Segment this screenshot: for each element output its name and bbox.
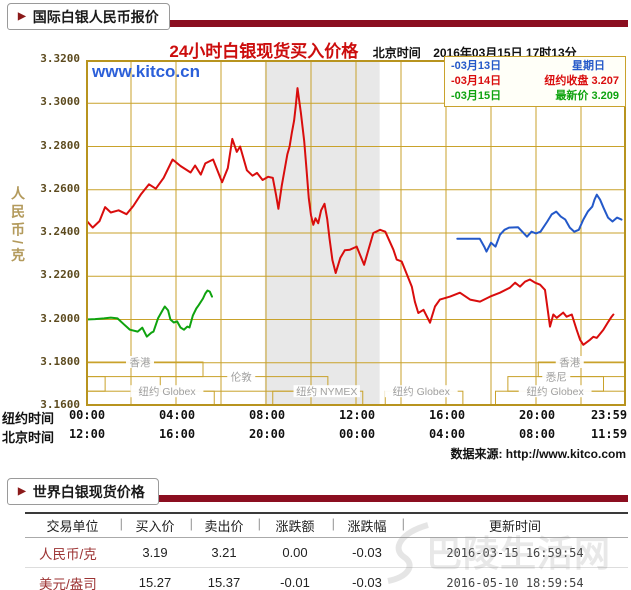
y-tick-label: 3.1600 (40, 398, 80, 411)
session-label: 香港 (559, 357, 580, 369)
tab-world-silver-spot[interactable]: ▶ 世界白银现货价格 (7, 478, 159, 505)
x-tick-label: 00:00 (338, 427, 376, 441)
tab-international-silver-rmb[interactable]: ▶ 国际白银人民币报价 (7, 3, 170, 30)
x-tick-label: 08:00 (518, 427, 556, 441)
session-label: 纽约 Globex (138, 385, 196, 398)
legend-row: -03月13日 星期日 (451, 59, 619, 74)
update-time-cell: 2016-03-15 16:59:54 (402, 537, 628, 568)
session-label-bg (542, 370, 571, 383)
value-cell: -0.03 (332, 567, 402, 590)
tab-label: 世界白银现货价格 (32, 483, 145, 500)
session-label: 纽约 Globex (393, 385, 451, 398)
y-tick-label: 3.3200 (40, 52, 80, 65)
table-header-cell: 更新时间 (402, 512, 628, 538)
legend-desc: 纽约收盘 3.207 (544, 75, 619, 87)
data-source-note: 数据来源: http://www.kitco.com (450, 447, 626, 461)
x-tick-label: 00:00 (68, 408, 106, 422)
spot-price-table: 交易单位买入价卖出价涨跌额涨跌幅更新时间 人民币/克3.193.210.00-0… (25, 512, 628, 590)
session-label-bg (126, 356, 154, 368)
value-cell: -0.01 (258, 567, 332, 590)
y-tick-label: 3.2200 (40, 268, 80, 282)
table-header-cell: 卖出价 (190, 512, 261, 538)
value-cell: 15.27 (120, 567, 190, 590)
table-row: 美元/盎司 15.27 15.37 -0.01 -0.03 2016-05-10 18:5… (25, 567, 628, 590)
y-tick-label: 3.3000 (40, 95, 80, 109)
legend-desc: 星期日 (572, 60, 605, 72)
chart-time-label: 北京时间 (372, 46, 421, 60)
session-label-bg (227, 370, 256, 383)
session-box (86, 376, 106, 392)
chart-title: 24小时白银现货买入价格 (169, 42, 359, 61)
session-label: 悉尼 (546, 372, 567, 384)
session-label: 纽约 NYMEX (296, 385, 357, 398)
session-label-bg (555, 356, 584, 368)
tab-arrow-icon: ▶ (18, 485, 26, 497)
x-tick-label: 04:00 (428, 427, 466, 441)
legend-row: -03月14日 纽约收盘 3.207 (451, 74, 619, 89)
kitco-watermark: www.kitco.cn (92, 62, 201, 81)
x-tick-label: 16:00 (158, 427, 196, 441)
section-divider-bar-2 (159, 495, 628, 502)
session-label: 香港 (130, 357, 151, 369)
tab-label: 国际白银人民币报价 (32, 8, 159, 25)
session-label: 伦敦 (231, 371, 252, 384)
section-divider-bar (170, 20, 628, 27)
value-cell: 15.37 (190, 567, 258, 590)
table-header-cell: 涨跌额 (258, 512, 335, 538)
legend-row: -03月15日 最新价 3.209 (451, 89, 619, 104)
x-tick-label: 12:00 (68, 427, 106, 441)
x-axis-row-label: 纽约时间 (2, 411, 55, 426)
x-tick-label: 23:59 (590, 408, 628, 422)
value-cell: 3.19 (120, 537, 190, 568)
legend-desc: 最新价 3.209 (555, 90, 619, 102)
update-time-cell: 2016-05-10 18:59:54 (402, 567, 628, 590)
unit-cell: 美元/盎司 (25, 567, 120, 590)
plot-border (86, 60, 626, 406)
y-tick-label: 3.2800 (40, 138, 80, 152)
series-mar15-latest (86, 289, 213, 338)
legend-date: -03月15日 (451, 90, 502, 102)
session-label-bg (130, 385, 204, 398)
y-tick-label: 3.1800 (40, 354, 80, 368)
table-header-cell: 交易单位 (25, 512, 123, 538)
y-tick-label: 3.2400 (40, 225, 80, 238)
legend-date: -03月13日 (451, 60, 502, 72)
series-mar14-ny-close (86, 87, 615, 346)
x-tick-label: 08:00 (248, 408, 286, 422)
legend-date: -03月14日 (451, 75, 502, 87)
x-tick-label: 12:00 (338, 408, 376, 422)
x-tick-label: 16:00 (428, 408, 466, 422)
session-label: 纽约 Globex (527, 385, 585, 398)
x-tick-label: 11:59 (590, 427, 628, 441)
x-tick-label: 04:00 (158, 408, 196, 422)
value-cell: -0.03 (332, 537, 402, 568)
session-label-bg (384, 385, 458, 398)
y-axis-title: 人民币/克 (10, 186, 26, 266)
table-header-row: 交易单位买入价卖出价涨跌额涨跌幅更新时间 (25, 512, 628, 538)
chart-legend: -03月13日 星期日 -03月14日 纽约收盘 3.207 -03月15日 最新价 3.… (444, 56, 626, 107)
session-label-bg (293, 385, 360, 398)
value-cell: 0.00 (258, 537, 332, 568)
value-cell: 3.21 (190, 537, 258, 568)
table-header-cell: 买入价 (120, 512, 193, 538)
x-axis-row-label: 北京时间 (2, 430, 55, 445)
unit-cell: 人民币/克 (25, 537, 120, 568)
y-tick-label: 3.2600 (40, 181, 80, 195)
tab-arrow-icon: ▶ (18, 10, 26, 22)
table-row: 人民币/克 3.19 3.21 0.00 -0.03 2016-03-15 16:59:5… (25, 537, 628, 568)
y-tick-label: 3.2000 (40, 311, 80, 325)
table-header-cell: 涨跌幅 (332, 512, 405, 538)
x-tick-label: 20:00 (518, 408, 556, 422)
session-label-bg (518, 385, 592, 398)
series-mar13-sunday (456, 193, 623, 253)
x-tick-label: 20:00 (248, 427, 286, 441)
